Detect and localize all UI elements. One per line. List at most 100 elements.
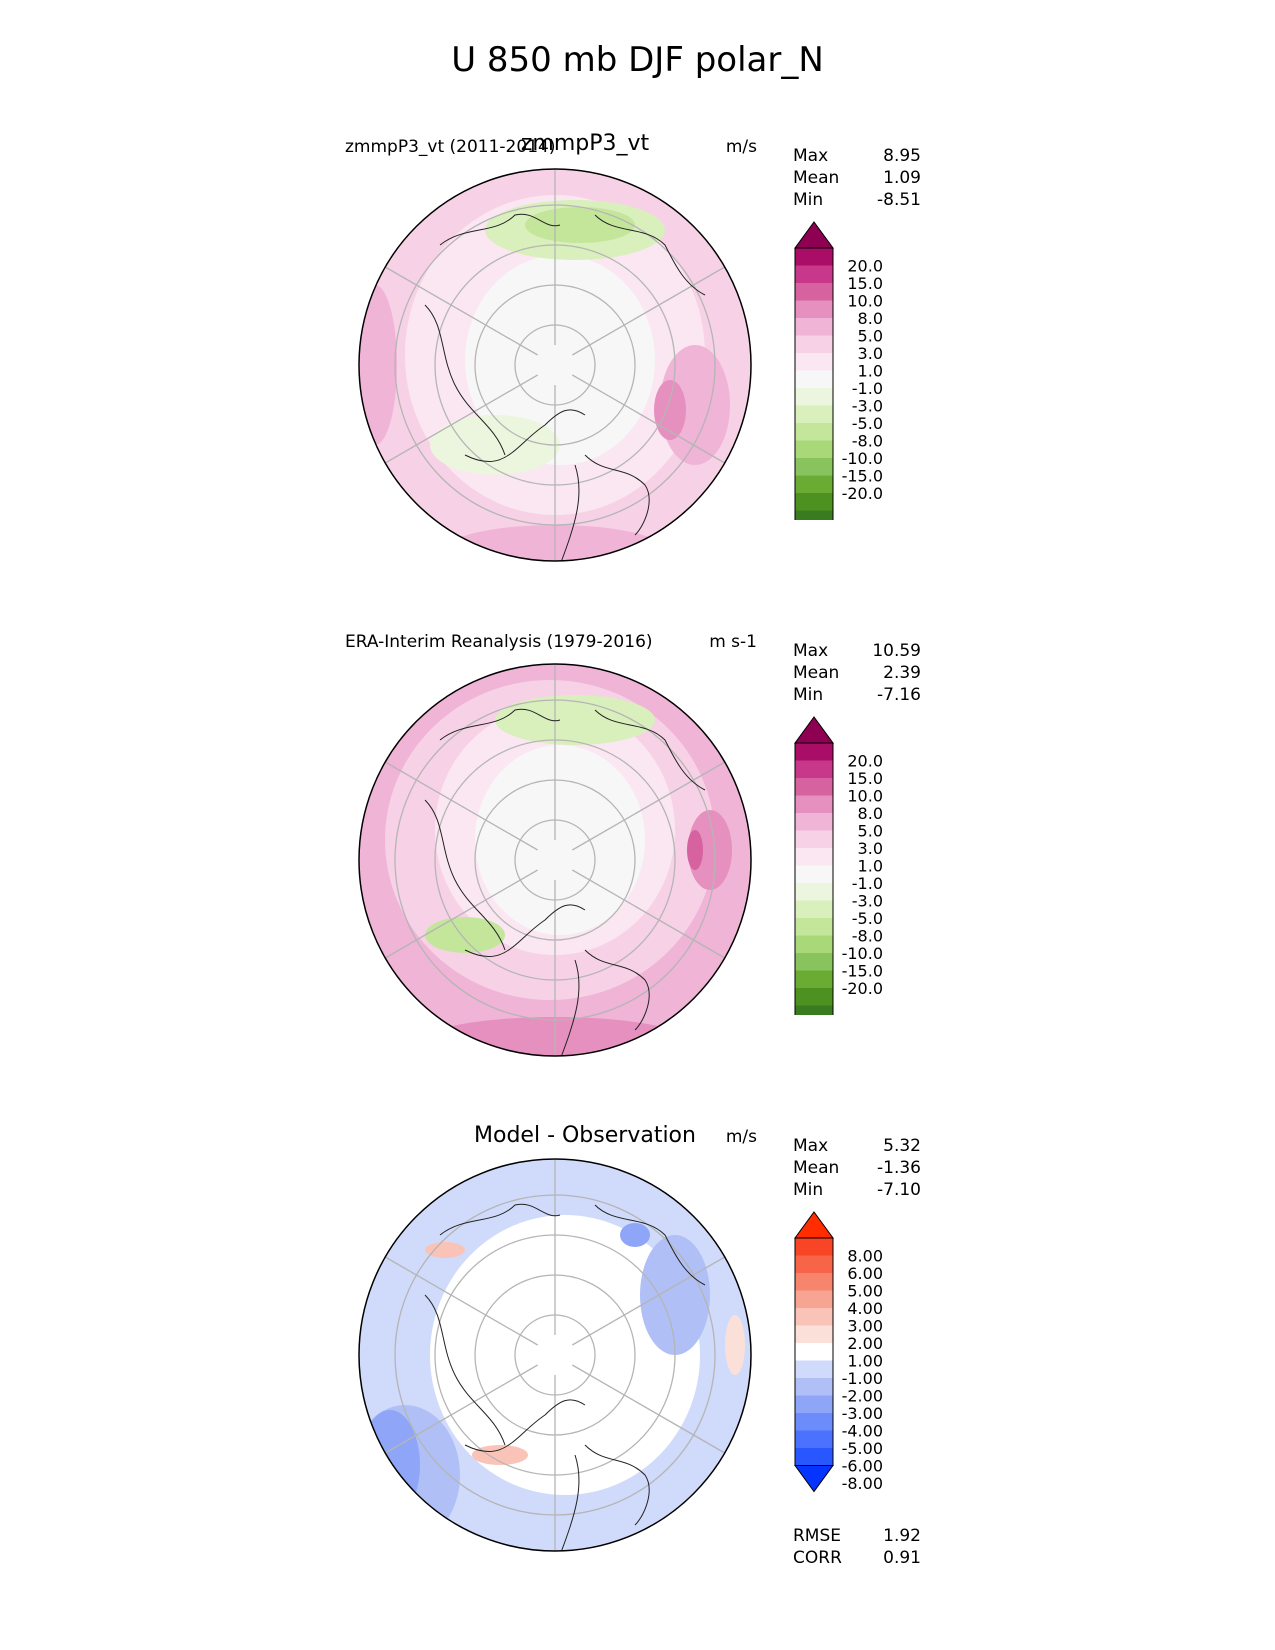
coastline: [584, 949, 650, 1031]
field-contour: [360, 1410, 420, 1520]
colorbar-segment: [795, 795, 833, 814]
colorbar-tick-label: -10.0: [842, 944, 883, 963]
colorbar-tick-label: 2.00: [847, 1334, 883, 1353]
colorbar-tick-label: 6.00: [847, 1264, 883, 1283]
coastline: [439, 708, 561, 741]
colorbar-tick-label: -15.0: [842, 962, 883, 981]
meridian-line: [384, 761, 539, 851]
colorbar-segment: [795, 883, 833, 901]
field-contour: [654, 380, 686, 440]
stats-block: Max 8.95 Mean 1.09 Min -8.51: [793, 145, 921, 211]
colorbar-tick-label: -8.00: [842, 1474, 883, 1493]
meridian-line: [384, 374, 539, 464]
colorbar-segment: [795, 283, 833, 301]
skill-stats: RMSE 1.92 CORR 0.91: [793, 1525, 921, 1569]
polar-map: [358, 168, 752, 562]
colorbar-segment: [795, 423, 833, 441]
field-contour: [359, 285, 397, 445]
stat-value: -1.36: [877, 1158, 921, 1178]
stat-label: Min: [793, 685, 824, 705]
stat-label: CORR: [793, 1548, 842, 1568]
colorbar-tick-label: 3.0: [858, 839, 883, 858]
meridian-line: [384, 869, 539, 959]
meridian-line: [571, 1256, 726, 1346]
stat-label: Max: [793, 146, 829, 166]
colorbar-tick-label: 1.0: [858, 362, 883, 381]
colorbar-extend-max: [794, 1211, 834, 1239]
field-contour: [620, 1223, 650, 1247]
colorbar-tick-label: 8.00: [847, 1247, 883, 1266]
colorbar-segment: [795, 778, 833, 796]
colorbar-tick-label: -20.0: [842, 979, 883, 998]
colorbar-tick-label: 20.0: [847, 257, 883, 276]
colorbar-tick-label: -3.00: [842, 1404, 883, 1423]
meridian-line: [384, 1256, 539, 1346]
colorbar-outline: [794, 247, 834, 520]
polar-map: [358, 663, 752, 1057]
field-contour: [640, 1235, 710, 1355]
panel-subtitle: zmmpP3_vt (2011-2014): [345, 137, 556, 157]
stat-label: RMSE: [793, 1526, 842, 1546]
colorbar-segment: [795, 1343, 833, 1361]
colorbar-segment: [795, 1005, 833, 1015]
colorbar-extend-max: [794, 221, 834, 249]
field-contour: [425, 917, 505, 953]
colorbar-tick-label: 20.0: [847, 752, 883, 771]
colorbar-segment: [795, 1290, 833, 1309]
colorbar-segment: [795, 1413, 833, 1431]
stat-value: 1.92: [883, 1526, 921, 1546]
coastline: [439, 1203, 561, 1236]
map-boundary: [358, 663, 752, 1057]
stat-label: Max: [793, 641, 829, 661]
colorbar-segment: [795, 300, 833, 319]
coastline: [439, 213, 561, 246]
coastline: [424, 1294, 506, 1446]
colorbar-segment: [795, 1255, 833, 1274]
colorbar-segment: [795, 318, 833, 336]
colorbar-segment: [795, 760, 833, 779]
colorbar-segment: [795, 1360, 833, 1379]
colorbar-tick-label: 15.0: [847, 274, 883, 293]
colorbar-segment: [795, 248, 833, 266]
colorbar-segment: [795, 1308, 833, 1326]
meridian-line: [384, 1364, 539, 1454]
field-contour: [425, 1242, 465, 1258]
map-boundary: [358, 168, 752, 562]
stats-block: Max 5.32 Mean -1.36 Min -7.10: [793, 1135, 921, 1201]
colorbar-segment: [795, 743, 833, 761]
colorbar-tick-label: -1.0: [852, 379, 883, 398]
colorbar-segment: [795, 370, 833, 389]
stat-label: Mean: [793, 168, 840, 188]
colorbar: 20.015.010.08.05.03.01.0-1.0-3.0-5.0-8.0…: [794, 221, 883, 520]
stat-value: 5.32: [883, 1136, 921, 1156]
coastline: [584, 1444, 650, 1526]
stat-value: -8.51: [877, 190, 921, 210]
colorbar-extend-min: [794, 1465, 834, 1493]
coastline: [594, 1204, 706, 1286]
colorbar-segment: [795, 388, 833, 406]
colorbar-segment: [795, 458, 833, 476]
panel-units: m/s: [725, 137, 757, 157]
panel-units: m s-1: [709, 632, 757, 652]
coastline: [464, 1399, 586, 1452]
colorbar-tick-label: 10.0: [847, 787, 883, 806]
colorbar-tick-label: 10.0: [847, 292, 883, 311]
meridian-line: [571, 266, 726, 356]
coastline: [424, 304, 506, 456]
colorbar-tick-label: 5.0: [858, 822, 883, 841]
stat-value: 0.91: [883, 1548, 921, 1568]
colorbar-segment: [795, 935, 833, 954]
colorbar-tick-label: -5.00: [842, 1439, 883, 1458]
colorbar-segment: [795, 440, 833, 459]
colorbar-tick-label: -8.0: [852, 927, 883, 946]
field-contour: [495, 695, 655, 745]
meridian-line: [384, 266, 539, 356]
field-contour: [465, 255, 655, 465]
colorbar-segment: [795, 918, 833, 936]
colorbar-segment: [795, 1448, 833, 1466]
colorbar-segment: [795, 1325, 833, 1344]
colorbar-tick-label: -1.00: [842, 1369, 883, 1388]
field-contour: [525, 207, 635, 243]
stat-label: Mean: [793, 663, 840, 683]
panel-title: zmmpP3_vt: [520, 131, 650, 156]
